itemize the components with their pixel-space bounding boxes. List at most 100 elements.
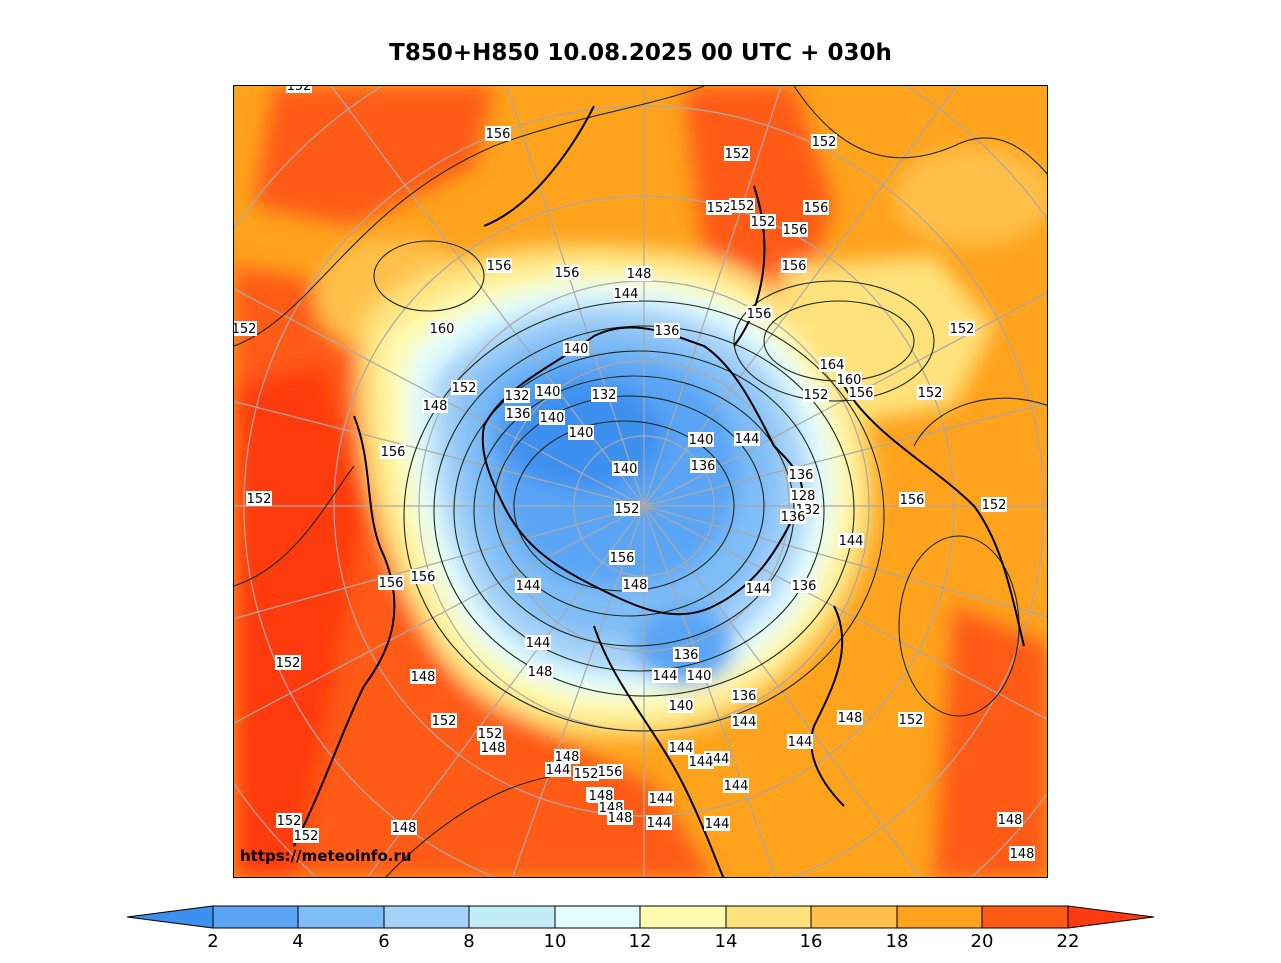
contour-label: 148 — [1009, 846, 1035, 862]
colorbar-tick-label: 22 — [1056, 931, 1080, 952]
colorbar-tick-label: 18 — [885, 931, 909, 952]
svg-text:144: 144 — [653, 669, 678, 684]
contour-label: 156 — [746, 306, 772, 322]
contour-label: 144 — [648, 791, 674, 807]
svg-text:132: 132 — [592, 388, 617, 403]
contour-label: 140 — [539, 410, 565, 426]
svg-text:152: 152 — [707, 201, 732, 216]
svg-text:140: 140 — [613, 462, 638, 477]
svg-text:160: 160 — [430, 322, 455, 337]
contour-label: 148 — [391, 820, 417, 836]
contour-label: 140 — [686, 668, 712, 684]
svg-text:136: 136 — [674, 648, 699, 663]
svg-text:148: 148 — [608, 811, 633, 826]
graticule — [234, 86, 1047, 877]
colorbar-tick-label: 12 — [628, 931, 652, 952]
svg-text:128: 128 — [791, 489, 816, 504]
map-panel: 152 156 152 152 152 152 152 156 156 156 … — [233, 85, 1048, 878]
contour-label: 144 — [515, 578, 541, 594]
svg-text:152: 152 — [751, 215, 776, 230]
svg-text:144: 144 — [705, 817, 730, 832]
contour-label: 152 — [981, 497, 1007, 513]
contour-label: 156 — [781, 258, 807, 274]
svg-text:140: 140 — [689, 433, 714, 448]
contour-labels: 152 156 152 152 152 152 152 156 156 156 … — [234, 86, 1035, 862]
contour-label: 144 — [704, 816, 730, 832]
svg-text:152: 152 — [918, 386, 943, 401]
contour-label: 136 — [505, 406, 531, 422]
contour-label: 140 — [688, 432, 714, 448]
contour-label: 140 — [612, 461, 638, 477]
svg-text:140: 140 — [687, 669, 712, 684]
colorbar-extend-low — [127, 905, 214, 929]
svg-text:136: 136 — [789, 468, 814, 483]
svg-text:156: 156 — [747, 307, 772, 322]
contour-label: 144 — [787, 734, 813, 750]
contour-label: 148 — [997, 812, 1023, 828]
svg-text:152: 152 — [730, 199, 755, 214]
contour-label: 144 — [668, 740, 694, 756]
svg-text:140: 140 — [669, 699, 694, 714]
contour-label: 152 — [706, 200, 732, 216]
contour-label: 152 — [898, 712, 924, 728]
contour-label: 152 — [246, 491, 272, 507]
svg-text:156: 156 — [379, 576, 404, 591]
svg-text:156: 156 — [411, 570, 436, 585]
contour-label: 148 — [480, 740, 506, 756]
contour-label: 144 — [723, 778, 749, 794]
contour-label: 144 — [525, 635, 551, 651]
svg-text:152: 152 — [452, 381, 477, 396]
contour-label: 148 — [554, 749, 580, 765]
contour-label: 144 — [838, 533, 864, 549]
svg-text:148: 148 — [423, 399, 448, 414]
contour-label: 148 — [422, 398, 448, 414]
svg-text:144: 144 — [546, 763, 571, 778]
contour-label: 156 — [378, 575, 404, 591]
colorbar-tick-label: 20 — [970, 931, 994, 952]
contour-label: 156 — [380, 444, 406, 460]
svg-text:156: 156 — [598, 765, 623, 780]
contour-label: 148 — [837, 710, 863, 726]
svg-text:148: 148 — [411, 670, 436, 685]
svg-text:152: 152 — [294, 829, 319, 844]
contour-label: 152 — [286, 86, 312, 94]
contour-label: 136 — [654, 323, 680, 339]
svg-text:132: 132 — [505, 389, 530, 404]
contour-label: 156 — [554, 265, 580, 281]
svg-text:144: 144 — [516, 579, 541, 594]
contour-label: 144 — [731, 714, 757, 730]
svg-text:144: 144 — [839, 534, 864, 549]
svg-text:148: 148 — [627, 267, 652, 282]
contour-label: 164 — [819, 357, 845, 373]
contour-label: 132 — [504, 388, 530, 404]
contour-label: 136 — [690, 458, 716, 474]
svg-text:140: 140 — [540, 411, 565, 426]
svg-text:152: 152 — [982, 498, 1007, 513]
svg-text:152: 152 — [276, 656, 301, 671]
svg-text:156: 156 — [849, 386, 874, 401]
contour-label: 152 — [614, 501, 640, 517]
contour-label: 132 — [591, 387, 617, 403]
contour-label: 152 — [729, 198, 755, 214]
colorbar-tick-label: 8 — [463, 931, 475, 952]
colorbar-segment — [981, 905, 1069, 929]
svg-text:144: 144 — [735, 432, 760, 447]
colorbar-tick-label: 4 — [292, 931, 304, 952]
contour-label: 144 — [646, 815, 672, 831]
svg-text:136: 136 — [792, 579, 817, 594]
contour-label: 128 — [790, 488, 816, 504]
colorbar-segment — [639, 905, 727, 929]
colorbar-segment — [383, 905, 470, 929]
svg-text:144: 144 — [647, 816, 672, 831]
contour-label: 152 — [431, 713, 457, 729]
contour-label: 152 — [234, 321, 257, 337]
svg-text:152: 152 — [899, 713, 924, 728]
svg-text:152: 152 — [287, 86, 312, 94]
coastlines — [293, 105, 1025, 877]
contour-label: 148 — [622, 577, 648, 593]
svg-text:148: 148 — [528, 665, 553, 680]
contour-label: 152 — [477, 726, 503, 742]
colorbar-extend-high — [1067, 905, 1155, 929]
contour-label: 148 — [626, 266, 652, 282]
svg-text:140: 140 — [564, 342, 589, 357]
